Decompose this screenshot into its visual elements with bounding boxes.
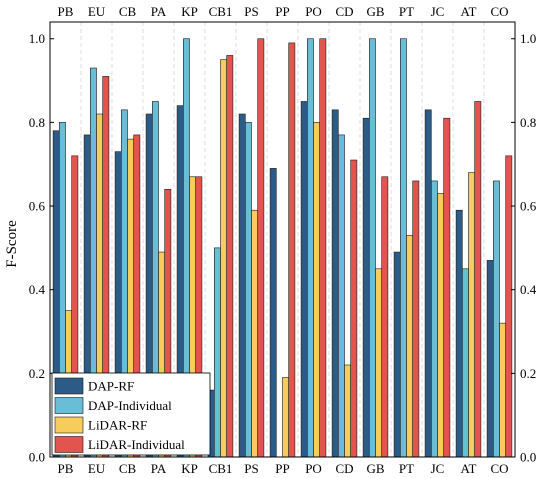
bar-dap-rf-ps <box>238 113 246 458</box>
bar-lidar-individual-po <box>319 38 327 458</box>
category-label-bottom: CB1 <box>209 461 233 476</box>
legend-swatch <box>54 416 84 434</box>
category-label-bottom: PB <box>58 461 74 476</box>
y-tick-label-left: 1.0 <box>29 31 45 46</box>
y-tick-label-right: 1.0 <box>520 31 536 46</box>
category-label-bottom: PO <box>305 461 322 476</box>
category-label-bottom: PP <box>275 461 289 476</box>
y-tick-label-left: 0.8 <box>29 115 45 130</box>
category-label-bottom: CO <box>490 461 508 476</box>
legend-label: DAP-RF <box>88 379 134 394</box>
category-label-bottom: CB <box>119 461 137 476</box>
category-label-top: GB <box>366 4 384 19</box>
bar-dap-individual-co <box>492 180 500 458</box>
y-tick-label-right: 0.0 <box>520 450 536 465</box>
category-label-top: CO <box>490 4 508 19</box>
category-label-bottom: GB <box>366 461 384 476</box>
bar-dap-individual-gb <box>368 38 376 458</box>
legend-swatch <box>54 397 84 414</box>
category-label-top: JC <box>431 4 445 19</box>
category-label-top: PT <box>399 4 414 19</box>
bar-dap-individual-cb1 <box>214 247 221 458</box>
bar-lidar-individual-co <box>505 155 513 458</box>
category-label-top: PO <box>305 4 322 19</box>
category-label-top: CD <box>335 4 353 19</box>
category-label-top: PB <box>58 4 74 19</box>
legend-label: LiDAR-RF <box>88 418 147 433</box>
bar-lidar-rf-gb <box>375 268 382 458</box>
bar-lidar-rf-co <box>499 322 506 458</box>
y-tick-label-left: 0.4 <box>29 282 46 297</box>
y-tick-label-right: 0.2 <box>520 366 536 381</box>
axes: 0.0 0.0 0.2 0.2 0.4 0.4 0.6 0.6 0.8 0.8 1.0 1.0 PB PB… <box>29 4 537 476</box>
bar-dap-rf-cd <box>331 109 339 458</box>
bar-lidar-individual-cb1 <box>226 55 234 458</box>
bar-lidar-individual-at <box>474 101 482 458</box>
category-label-top: PA <box>151 4 167 19</box>
category-label-bottom: EU <box>88 461 106 476</box>
category-label-bottom: PS <box>244 461 258 476</box>
bar-lidar-individual-pt <box>412 180 420 458</box>
bar-dap-individual-po <box>306 38 314 458</box>
bar-lidar-rf-ps <box>251 209 258 458</box>
category-label-top: KP <box>181 4 198 19</box>
bar-lidar-rf-pt <box>406 235 413 458</box>
bar-dap-individual-jc <box>430 180 438 458</box>
bar-lidar-rf-cd <box>344 364 351 458</box>
bar-dap-individual-ps <box>245 122 252 458</box>
bar-lidar-rf-jc <box>437 193 444 458</box>
y-tick-label-left: 0.6 <box>29 199 46 214</box>
category-label-top: EU <box>88 4 106 19</box>
category-label-bottom: PA <box>151 461 167 476</box>
category-label-bottom: JC <box>431 461 445 476</box>
bar-lidar-individual-gb <box>381 176 389 458</box>
group-separators <box>80 22 485 457</box>
bar-dap-individual-cd <box>337 134 345 458</box>
bar-dap-rf-po <box>300 101 308 458</box>
category-label-top: CB1 <box>209 4 233 19</box>
category-label-bottom: KP <box>181 461 198 476</box>
category-label-bottom: CD <box>335 461 353 476</box>
category-label-top: PP <box>275 4 289 19</box>
legend-label: LiDAR-Individual <box>88 437 185 452</box>
bar-dap-rf-co <box>486 260 494 458</box>
bar-lidar-individual-ps <box>257 38 265 458</box>
bars <box>52 38 513 458</box>
y-tick-label-right: 0.8 <box>520 115 536 130</box>
y-tick-label-left: 0.0 <box>29 450 45 465</box>
legend-swatch <box>54 377 84 395</box>
bar-dap-rf-at <box>455 209 463 458</box>
y-tick-label-right: 0.4 <box>520 282 537 297</box>
bar-dap-rf-jc <box>424 109 432 458</box>
bar-lidar-individual-cd <box>350 159 358 458</box>
bar-lidar-rf-cb1 <box>220 59 227 458</box>
bar-lidar-rf-at <box>468 172 475 458</box>
legend-swatch <box>54 436 84 453</box>
legend-label: DAP-Individual <box>88 398 172 413</box>
bar-lidar-individual-pp <box>288 42 296 458</box>
bar-dap-individual-at <box>461 268 469 458</box>
bar-lidar-rf-po <box>313 122 320 458</box>
bar-dap-rf-pt <box>393 251 401 458</box>
legend: DAP-RF DAP-Individual LiDAR-RF LiDAR-Indivi… <box>51 372 211 456</box>
bar-dap-individual-pt <box>399 38 407 458</box>
y-tick-label-right: 0.6 <box>520 199 537 214</box>
bar-dap-rf-gb <box>362 117 370 458</box>
plot-frame <box>49 21 516 458</box>
category-label-bottom: PT <box>399 461 414 476</box>
bar-lidar-individual-jc <box>443 117 451 458</box>
y-tick-label-left: 0.2 <box>29 366 45 381</box>
category-label-top: PS <box>244 4 258 19</box>
y-axis-label: F-Score <box>4 220 20 268</box>
category-label-top: AT <box>461 4 477 19</box>
category-label-bottom: AT <box>461 461 477 476</box>
bar-lidar-rf-pp <box>282 377 289 458</box>
category-label-top: CB <box>119 4 137 19</box>
bar-dap-rf-pp <box>269 168 277 458</box>
